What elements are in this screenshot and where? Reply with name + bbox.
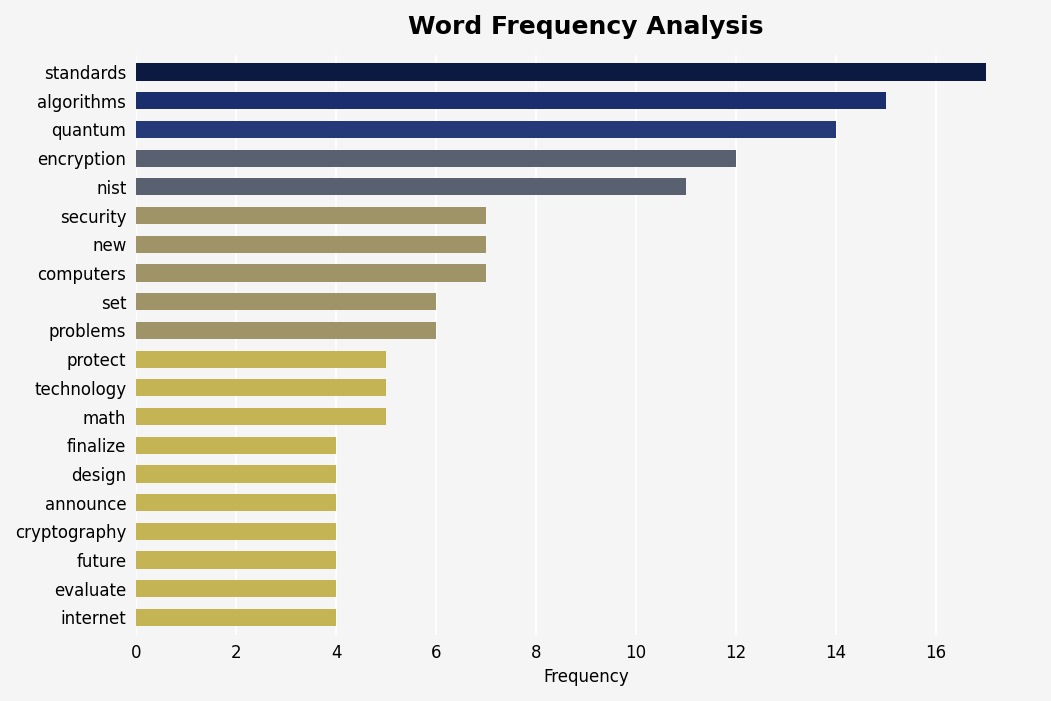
X-axis label: Frequency: Frequency [543, 668, 628, 686]
Bar [136, 264, 486, 282]
Bar [136, 92, 886, 109]
Bar [136, 465, 336, 482]
Bar [136, 293, 436, 311]
Bar [136, 350, 386, 368]
Bar [136, 178, 686, 196]
Bar [136, 149, 736, 167]
Bar [136, 121, 836, 138]
Bar [136, 523, 336, 540]
Bar [136, 322, 436, 339]
Bar [136, 552, 336, 569]
Bar [136, 609, 336, 626]
Bar [136, 64, 986, 81]
Title: Word Frequency Analysis: Word Frequency Analysis [408, 15, 764, 39]
Bar [136, 580, 336, 597]
Bar [136, 408, 386, 426]
Bar [136, 437, 336, 454]
Bar [136, 207, 486, 224]
Bar [136, 236, 486, 253]
Bar [136, 379, 386, 397]
Bar [136, 494, 336, 511]
